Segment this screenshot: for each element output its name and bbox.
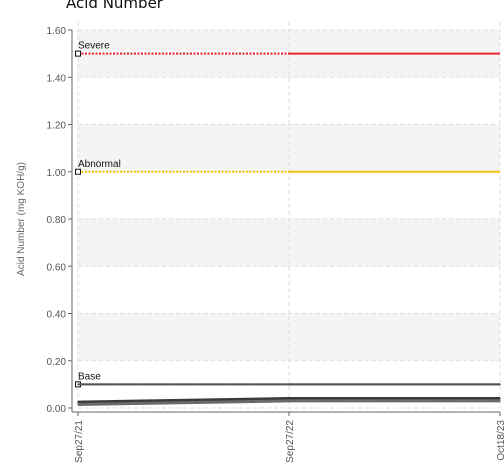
x-tick-label: Oct18/23: [496, 420, 504, 461]
series-point-2: [77, 401, 79, 403]
y-tick-label: 0.80: [47, 215, 67, 226]
series-point-3: [499, 400, 501, 402]
series-point-3: [77, 403, 79, 406]
y-tick-label: 1.20: [47, 121, 67, 132]
y-tick-label: 1.00: [47, 168, 67, 179]
y-tick-label: 1.40: [47, 73, 67, 84]
y-tick-label: 0.00: [47, 404, 67, 415]
y-tick-label: 0.40: [47, 310, 67, 321]
series-point-2: [499, 397, 501, 400]
threshold-marker-abnormal: [75, 168, 81, 175]
threshold-label-severe: Severe: [78, 41, 110, 52]
x-tick-label: Sep27/22: [285, 420, 296, 463]
y-tick-label: 0.60: [47, 262, 67, 273]
series-point-2: [288, 397, 290, 400]
series-point-1: [499, 383, 501, 386]
y-axis-label: Acid Number (mg KOH/g): [16, 162, 27, 276]
y-ticks: 0.00 0.20 0.40 0.60 0.80 1.00 1.20 1.40 1.60: [47, 26, 72, 415]
series-point-1: [288, 383, 290, 386]
data-series: [77, 383, 501, 406]
threshold-label-base: Base: [78, 371, 101, 382]
threshold-label-abnormal: Abnormal: [78, 159, 121, 170]
chart-title: Acid Number: [66, 0, 164, 12]
axes: [71, 30, 500, 413]
series-point-1: [77, 383, 79, 386]
x-tick-label: Sep27/21: [74, 420, 85, 463]
series-point-3: [288, 400, 290, 402]
y-tick-label: 0.20: [47, 357, 67, 368]
y-tick-label: 1.60: [47, 26, 67, 37]
threshold-marker-severe: [75, 50, 81, 57]
x-ticks: Sep27/21 Sep27/22 Oct18/23: [74, 412, 504, 463]
